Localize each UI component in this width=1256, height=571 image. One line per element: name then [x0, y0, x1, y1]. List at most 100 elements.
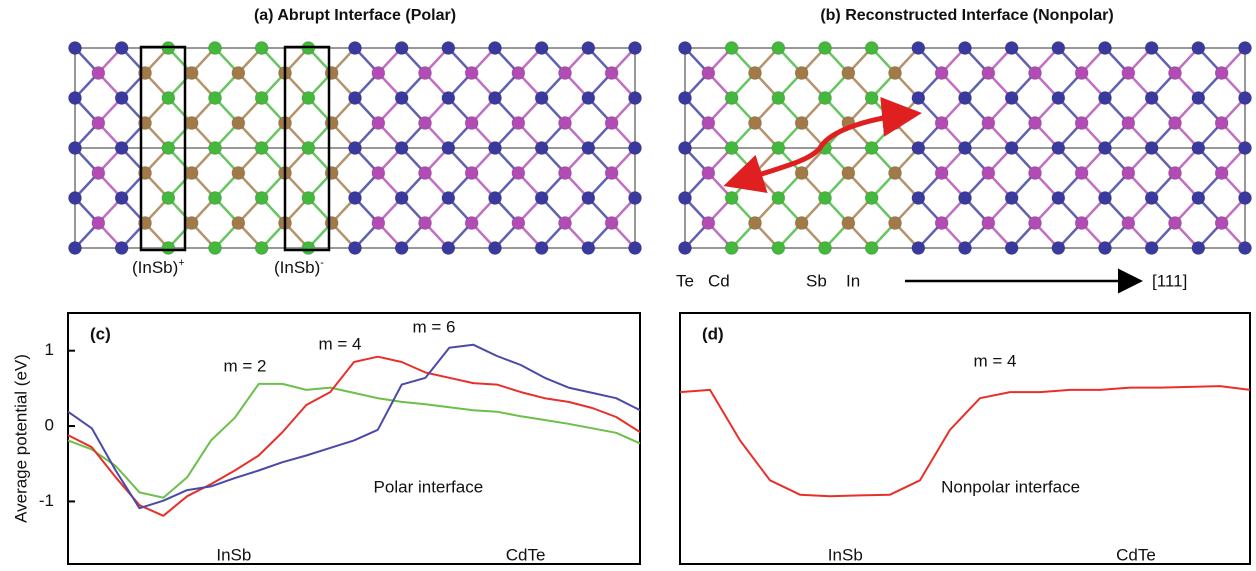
atom [865, 42, 878, 55]
atom [185, 167, 198, 180]
atom [535, 142, 548, 155]
atom [702, 117, 715, 130]
atom [982, 167, 995, 180]
atom [1145, 242, 1158, 255]
atom [349, 192, 362, 205]
atom [772, 142, 785, 155]
atom [1215, 117, 1228, 130]
atom [1052, 142, 1065, 155]
atom [772, 42, 785, 55]
atom [302, 192, 315, 205]
atom [1239, 92, 1252, 105]
atom [1169, 167, 1182, 180]
atom [185, 217, 198, 230]
atom [629, 192, 642, 205]
atom [442, 192, 455, 205]
atom [1215, 67, 1228, 80]
atom [69, 192, 82, 205]
atom [115, 142, 128, 155]
atom [302, 242, 315, 255]
atom [889, 167, 902, 180]
atom [325, 217, 338, 230]
atom [795, 217, 808, 230]
atom [512, 217, 525, 230]
atom [629, 242, 642, 255]
atom [935, 117, 948, 130]
atom [795, 167, 808, 180]
atom [232, 117, 245, 130]
atom [725, 192, 738, 205]
atom [725, 242, 738, 255]
atom [442, 142, 455, 155]
atom [489, 242, 502, 255]
atom [465, 167, 478, 180]
atom [69, 242, 82, 255]
atom [1005, 92, 1018, 105]
atom [92, 67, 105, 80]
annotation: Nonpolar interface [941, 477, 1080, 496]
atom [629, 42, 642, 55]
atom [679, 242, 692, 255]
atom [1239, 242, 1252, 255]
figure: (a) Abrupt Interface (Polar) (b) Reconst… [0, 0, 1256, 571]
atom [419, 117, 432, 130]
atom [302, 92, 315, 105]
atom [1099, 192, 1112, 205]
label-sup: - [320, 257, 324, 269]
series-label: m = 4 [974, 351, 1017, 370]
atom [1052, 92, 1065, 105]
atom [1145, 192, 1158, 205]
atom [605, 117, 618, 130]
atom [209, 42, 222, 55]
atom [1215, 217, 1228, 230]
box-label: (InSb)- [274, 257, 324, 278]
atom [489, 192, 502, 205]
atom [69, 92, 82, 105]
atom [255, 92, 268, 105]
atom [185, 117, 198, 130]
atom [1029, 217, 1042, 230]
atom [1029, 67, 1042, 80]
atom [842, 217, 855, 230]
atom [209, 242, 222, 255]
atom [959, 242, 972, 255]
atom [209, 142, 222, 155]
atom [559, 217, 572, 230]
atom [1192, 42, 1205, 55]
atom [395, 242, 408, 255]
atom [372, 217, 385, 230]
atom [865, 192, 878, 205]
atom [1192, 192, 1205, 205]
atom [1239, 142, 1252, 155]
atom [535, 92, 548, 105]
y-tick-label: -1 [39, 491, 54, 510]
atom [162, 242, 175, 255]
atom [749, 217, 762, 230]
atom [582, 142, 595, 155]
atom [629, 142, 642, 155]
atom [162, 92, 175, 105]
legend-label: Cd [708, 271, 730, 290]
atom [1005, 42, 1018, 55]
atom [959, 92, 972, 105]
atom [1239, 192, 1252, 205]
atom [1239, 42, 1252, 55]
atom [1075, 67, 1088, 80]
atom [912, 242, 925, 255]
atom [115, 242, 128, 255]
atom [349, 242, 362, 255]
atom [725, 92, 738, 105]
atom [819, 42, 832, 55]
atom [92, 167, 105, 180]
atom [1145, 92, 1158, 105]
atom [535, 192, 548, 205]
atom [982, 67, 995, 80]
atom [232, 167, 245, 180]
atom [512, 67, 525, 80]
atom [1005, 192, 1018, 205]
legend-label: Te [676, 271, 694, 290]
atom [372, 167, 385, 180]
data-line [68, 357, 640, 516]
atom [1005, 142, 1018, 155]
atom [1075, 167, 1088, 180]
